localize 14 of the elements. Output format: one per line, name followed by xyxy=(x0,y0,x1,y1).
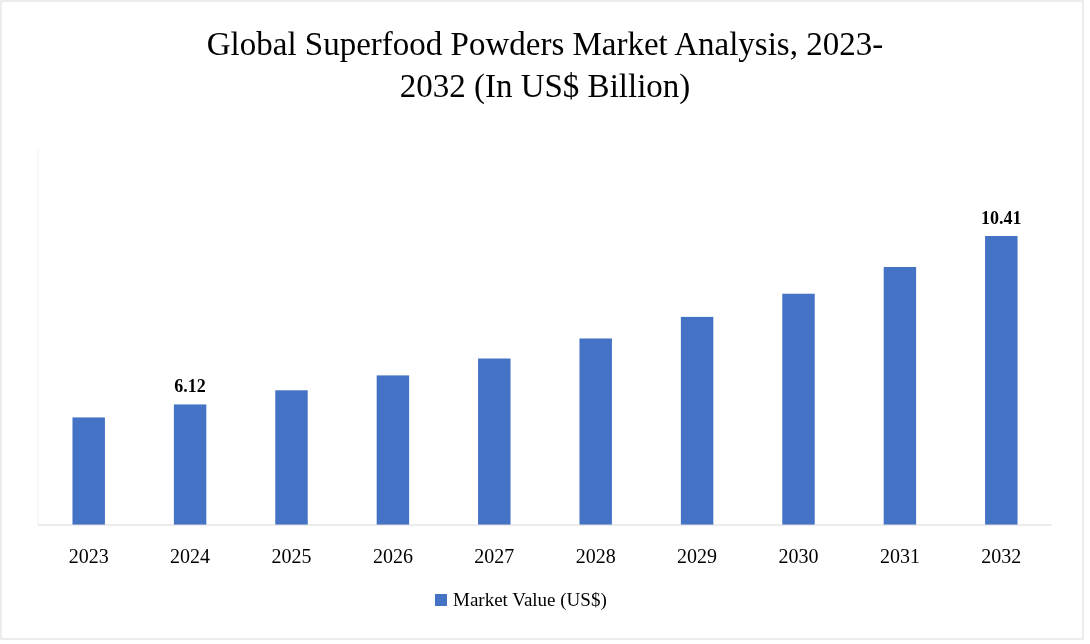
data-label: 10.41 xyxy=(981,207,1022,228)
x-tick-label: 2031 xyxy=(879,545,920,567)
x-tick-label: 2028 xyxy=(575,545,616,567)
x-tick-label: 2024 xyxy=(170,545,211,567)
x-tick-label: 2027 xyxy=(474,545,515,567)
data-label: 6.12 xyxy=(174,376,206,397)
chart-title: Global Superfood Powders Market Analysis, 2023-2032 (In US$ Billion) xyxy=(206,26,884,105)
x-tick-label: 2030 xyxy=(778,545,819,567)
x-tick-label: 2023 xyxy=(68,545,109,567)
x-tick-label: 2029 xyxy=(677,545,718,567)
legend-label: Market Value (US$) xyxy=(453,589,607,611)
x-tick-label: 2032 xyxy=(981,545,1022,567)
x-tick-label: 2025 xyxy=(271,545,312,567)
x-tick-label: 2026 xyxy=(372,545,413,567)
